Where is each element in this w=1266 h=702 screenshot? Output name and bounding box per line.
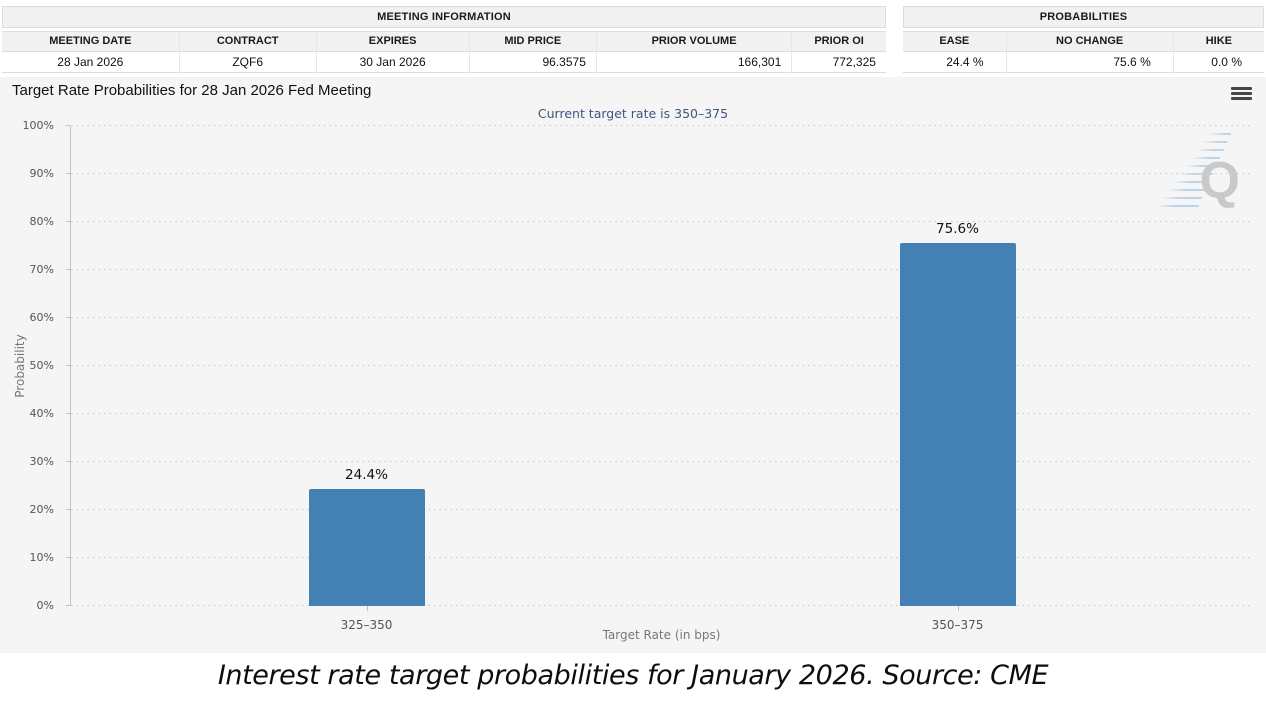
gridline <box>71 125 1253 126</box>
chart-subtitle: Current target rate is 350–375 <box>537 106 729 121</box>
y-tick-label: 10% <box>29 551 54 564</box>
table-header-cell: CONTRACT <box>179 31 317 52</box>
table-header-cell: EXPIRES <box>316 31 470 52</box>
gridline <box>71 221 1253 222</box>
y-tick-label: 100% <box>22 119 54 132</box>
gridline <box>71 413 1253 414</box>
y-tick-label: 90% <box>29 167 54 180</box>
gridline <box>71 173 1253 174</box>
meeting-information-value-row: 28 Jan 2026 ZQF6 30 Jan 2026 96.3575 166… <box>2 52 886 73</box>
x-category-label: 350–375 <box>931 618 984 632</box>
table-value-cell: ZQF6 <box>179 52 317 73</box>
y-tick-mark <box>66 365 70 366</box>
gridline <box>71 317 1253 318</box>
probabilities-title: PROBABILITIES <box>903 6 1264 28</box>
plot-area: 24.4% 325–350 75.6% 350–375 <box>66 125 1253 632</box>
x-tick-mark <box>957 606 959 611</box>
meeting-information-table: MEETING INFORMATION MEETING DATE CONTRAC… <box>2 6 886 73</box>
gridline <box>71 269 1253 270</box>
y-tick-label: 60% <box>29 311 54 324</box>
probabilities-header-row: EASE NO CHANGE HIKE <box>903 31 1264 52</box>
gridline <box>71 365 1253 366</box>
meeting-information-header-row: MEETING DATE CONTRACT EXPIRES MID PRICE … <box>2 31 886 52</box>
bar-value-label: 24.4% <box>345 466 388 483</box>
y-tick-mark <box>66 557 70 558</box>
probabilities-value-row: 24.4 % 75.6 % 0.0 % <box>903 52 1264 73</box>
chart-title: Target Rate Probabilities for 28 Jan 202… <box>12 82 372 99</box>
y-tick-label: 0% <box>36 599 54 612</box>
y-tick-mark <box>66 221 70 222</box>
table-value-cell: 30 Jan 2026 <box>316 52 470 73</box>
y-tick-label: 20% <box>29 503 54 516</box>
chart-panel: Target Rate Probabilities for 28 Jan 202… <box>0 77 1266 653</box>
y-tick-mark <box>66 605 70 606</box>
bar <box>308 488 425 606</box>
top-tables: MEETING INFORMATION MEETING DATE CONTRAC… <box>0 0 1266 73</box>
x-axis-title: Target Rate (in bps) <box>602 628 721 642</box>
x-tick-mark <box>366 606 368 611</box>
gridline <box>71 509 1253 510</box>
table-header-cell: NO CHANGE <box>1006 31 1174 52</box>
table-value-cell: 772,325 <box>792 52 886 73</box>
probabilities-table: PROBABILITIES EASE NO CHANGE HIKE 24.4 %… <box>903 6 1264 73</box>
hamburger-bar <box>1231 92 1252 95</box>
x-category-label: 325–350 <box>340 618 393 632</box>
table-value-cell: 0.0 % <box>1173 52 1264 73</box>
bar <box>899 243 1016 606</box>
y-tick-mark <box>66 509 70 510</box>
y-tick-mark <box>66 461 70 462</box>
gridline <box>71 557 1253 558</box>
hamburger-bar <box>1231 87 1252 90</box>
table-value-cell: 28 Jan 2026 <box>2 52 180 73</box>
table-header-cell: HIKE <box>1173 31 1264 52</box>
y-tick-mark <box>66 317 70 318</box>
y-tick-label: 70% <box>29 263 54 276</box>
bar-value-label: 75.6% <box>936 221 979 238</box>
hamburger-menu-icon[interactable] <box>1231 87 1252 100</box>
meeting-information-title: MEETING INFORMATION <box>2 6 886 28</box>
y-tick-label: 50% <box>29 359 54 372</box>
y-tick-mark <box>66 125 70 126</box>
y-tick-mark <box>66 269 70 270</box>
y-tick-mark <box>66 413 70 414</box>
caption-bar: Interest rate target probabilities for J… <box>0 653 1266 697</box>
caption-text: Interest rate target probabilities for J… <box>217 659 1049 691</box>
y-tick-mark <box>66 173 70 174</box>
table-value-cell: 96.3575 <box>469 52 597 73</box>
table-value-cell: 24.4 % <box>903 52 1007 73</box>
table-value-cell: 166,301 <box>596 52 793 73</box>
y-tick-label: 30% <box>29 455 54 468</box>
table-value-cell: 75.6 % <box>1006 52 1174 73</box>
y-axis-labels: 0% 10% 20% 30% 40% 50% 60% 70% 80% 90% 100% <box>0 119 62 612</box>
table-header-cell: EASE <box>903 31 1007 52</box>
y-tick-label: 80% <box>29 215 54 228</box>
table-header-cell: MEETING DATE <box>2 31 180 52</box>
table-header-cell: MID PRICE <box>469 31 597 52</box>
hamburger-bar <box>1231 97 1252 100</box>
table-header-cell: PRIOR VOLUME <box>596 31 793 52</box>
gridline <box>71 605 1253 606</box>
y-tick-label: 40% <box>29 407 54 420</box>
gridline <box>71 461 1253 462</box>
table-header-cell: PRIOR OI <box>792 31 886 52</box>
